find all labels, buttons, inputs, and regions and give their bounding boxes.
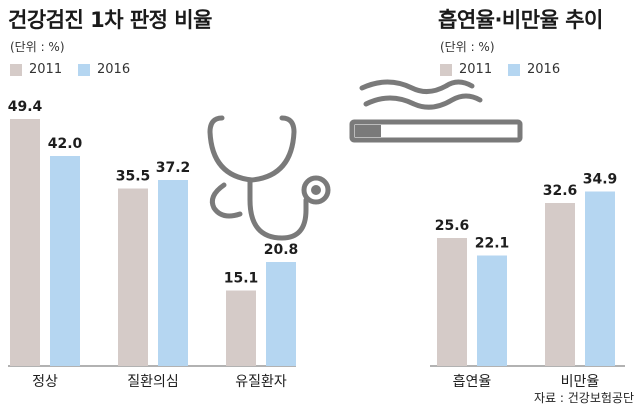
legend-label-2016: 2016 (97, 62, 131, 77)
value-label: 35.5 (116, 169, 151, 185)
value-label: 42.0 (48, 136, 83, 152)
value-label: 20.8 (264, 242, 299, 258)
bar-2011 (226, 290, 256, 366)
legend-label-2011: 2011 (29, 62, 63, 77)
category-label: 질환의심 (127, 374, 179, 390)
cigarette-icon (349, 79, 523, 143)
category-label: 비만율 (561, 374, 600, 390)
legend-swatch-2011 (440, 64, 452, 76)
value-label: 22.1 (475, 236, 510, 252)
bar-2011 (545, 203, 575, 366)
value-label: 49.4 (8, 99, 43, 115)
bar-2016 (585, 191, 615, 366)
source-note: 자료 : 건강보험공단 (534, 391, 634, 405)
bar-2011 (437, 238, 467, 366)
legend-swatch-2016 (508, 64, 520, 76)
legend-label-2011: 2011 (459, 62, 493, 77)
right-chart-title: 흡연율·비만율 추이 (438, 8, 603, 32)
legend-swatch-2016 (78, 64, 90, 76)
legend-label-2016: 2016 (527, 62, 561, 77)
value-label: 25.6 (435, 218, 470, 234)
right-unit-label: (단위 : %) (440, 40, 495, 54)
bar-2011 (10, 119, 40, 366)
value-label: 32.6 (543, 183, 578, 199)
bar-2011 (118, 188, 148, 366)
stethoscope-icon (207, 115, 331, 241)
bar-2016 (50, 156, 80, 366)
category-label: 유질환자 (235, 374, 287, 390)
bar-2016 (477, 255, 507, 366)
bar-2016 (158, 180, 188, 366)
left-chart-title: 건강검진 1차 판정 비율 (8, 8, 212, 32)
category-label: 흡연율 (453, 374, 492, 390)
value-label: 34.9 (583, 172, 618, 188)
category-label: 정상 (32, 374, 58, 390)
legend-swatch-2011 (10, 64, 22, 76)
value-label: 37.2 (156, 160, 191, 176)
value-label: 15.1 (224, 271, 259, 287)
bar-2016 (266, 262, 296, 366)
left-unit-label: (단위 : %) (10, 40, 65, 54)
